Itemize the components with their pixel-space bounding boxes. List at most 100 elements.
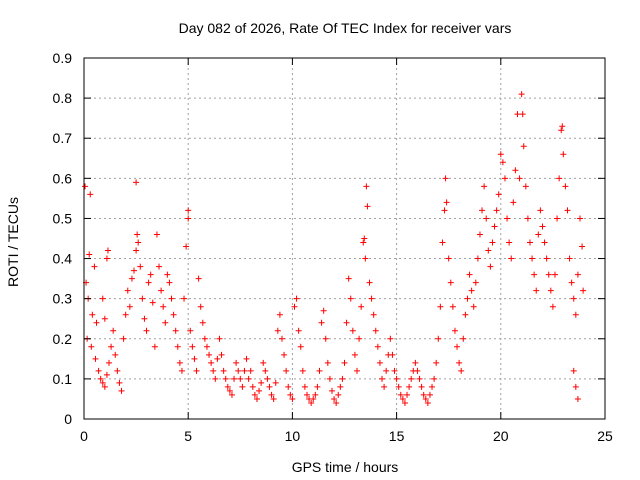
data-point: [376, 359, 383, 366]
data-point: [360, 239, 367, 246]
data-point: [226, 387, 233, 394]
data-point: [422, 395, 429, 402]
data-point: [562, 183, 569, 190]
data-point: [483, 215, 490, 222]
data-point: [418, 383, 425, 390]
data-point: [476, 231, 483, 238]
data-point: [341, 359, 348, 366]
data-point: [91, 263, 98, 270]
data-point: [241, 367, 248, 374]
data-point: [320, 307, 327, 314]
data-point: [103, 371, 110, 378]
data-point: [399, 395, 406, 402]
data-point: [143, 327, 150, 334]
data-point: [414, 367, 421, 374]
data-point: [531, 271, 538, 278]
data-point: [537, 207, 544, 214]
data-point: [381, 383, 388, 390]
data-point: [522, 183, 529, 190]
data-point: [153, 231, 160, 238]
data-point: [412, 359, 419, 366]
axis-ticks: 0 0.1 0.2 0.3 0.4 0.5 0.6 0.7 0.8 0.9 0 5 10 15 20 25: [53, 50, 613, 444]
data-point: [193, 367, 200, 374]
data-point: [389, 351, 396, 358]
data-point: [349, 327, 356, 334]
data-point: [126, 303, 133, 310]
data-point: [504, 215, 511, 222]
x-tick-label: 15: [389, 428, 405, 444]
data-point: [395, 383, 402, 390]
data-point: [322, 335, 329, 342]
data-point: [274, 327, 281, 334]
data-point: [324, 359, 331, 366]
data-point: [501, 175, 508, 182]
y-tick-label: 0: [64, 411, 72, 427]
data-point: [379, 375, 386, 382]
data-point: [331, 395, 338, 402]
data-point: [82, 183, 89, 190]
data-point: [497, 151, 504, 158]
data-point: [289, 395, 296, 402]
data-point: [176, 359, 183, 366]
data-point: [172, 327, 179, 334]
data-point: [245, 375, 252, 382]
data-point: [424, 399, 431, 406]
data-point: [158, 287, 165, 294]
data-point: [285, 383, 292, 390]
data-point: [287, 391, 294, 398]
data-point: [312, 391, 319, 398]
data-point: [276, 311, 283, 318]
data-point: [363, 183, 370, 190]
data-point: [103, 255, 110, 262]
data-point: [308, 399, 315, 406]
data-point: [506, 239, 513, 246]
data-point: [318, 319, 325, 326]
data-point: [535, 231, 542, 238]
data-point: [185, 215, 192, 222]
data-point: [260, 359, 267, 366]
data-point: [258, 379, 265, 386]
y-tick-label: 0.9: [53, 50, 73, 66]
data-point: [247, 367, 254, 374]
data-point: [429, 383, 436, 390]
data-point: [420, 391, 427, 398]
data-point: [293, 295, 300, 302]
data-point: [170, 311, 177, 318]
data-point: [168, 295, 175, 302]
data-point: [539, 223, 546, 230]
data-point: [549, 303, 556, 310]
data-point: [508, 255, 515, 262]
data-point: [151, 343, 158, 350]
data-point: [99, 379, 106, 386]
data-point: [572, 311, 579, 318]
data-point: [485, 247, 492, 254]
data-point: [201, 335, 208, 342]
data-point: [335, 391, 342, 398]
data-point: [551, 271, 558, 278]
data-point: [310, 395, 317, 402]
data-point: [120, 335, 127, 342]
data-point: [278, 335, 285, 342]
data-point: [339, 375, 346, 382]
data-point: [370, 311, 377, 318]
y-axis-label: ROTI / TECUs: [5, 197, 21, 287]
data-point: [512, 167, 519, 174]
data-point: [316, 367, 323, 374]
data-point: [443, 199, 450, 206]
data-point: [191, 355, 198, 362]
data-point: [437, 303, 444, 310]
data-point: [197, 303, 204, 310]
data-point: [283, 367, 290, 374]
data-point: [92, 355, 99, 362]
data-point: [203, 343, 210, 350]
data-point: [468, 287, 475, 294]
data-point: [328, 387, 335, 394]
data-point: [133, 179, 140, 186]
data-point: [449, 303, 456, 310]
data-point: [361, 235, 368, 242]
data-point: [391, 367, 398, 374]
data-point: [187, 327, 194, 334]
data-point: [447, 279, 454, 286]
y-tick-label: 0.3: [53, 291, 73, 307]
data-point: [487, 263, 494, 270]
